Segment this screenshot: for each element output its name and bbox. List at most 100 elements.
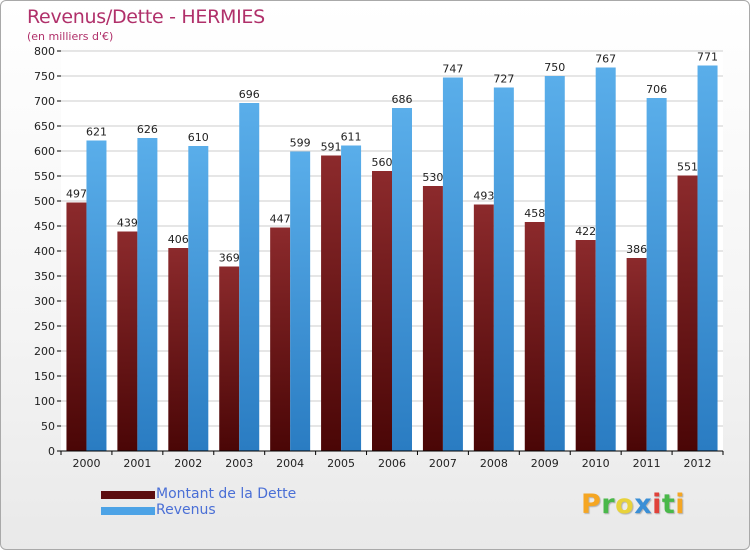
bar-debt	[626, 258, 647, 451]
x-tick-label: 2011	[633, 457, 661, 470]
data-label-debt: 551	[677, 161, 698, 174]
data-label-revenus: 610	[188, 131, 209, 144]
legend-swatch-debt	[101, 491, 155, 499]
logo-letter: o	[615, 489, 635, 520]
bar-debt	[66, 202, 87, 451]
bar-revenus	[493, 87, 514, 451]
y-tick-label: 600	[34, 145, 55, 158]
data-label-debt: 386	[626, 243, 647, 256]
data-label-debt: 560	[372, 156, 393, 169]
x-tick-label: 2005	[327, 457, 355, 470]
x-tick-label: 2001	[123, 457, 151, 470]
y-tick-label: 400	[34, 245, 55, 258]
bar-revenus	[290, 151, 311, 451]
legend-swatch-revenus	[101, 507, 155, 515]
y-axis-ticks: 0 50 100 150 200 250 300 350 400 450 500 550 600 650 7…	[34, 45, 61, 458]
data-label-revenus: 621	[86, 126, 107, 139]
x-tick-label: 2003	[225, 457, 253, 470]
y-tick-label: 50	[41, 420, 55, 433]
y-tick-label: 450	[34, 220, 55, 233]
bar-debt	[372, 171, 392, 451]
bar-revenus	[86, 140, 107, 451]
data-label-debt: 422	[575, 225, 596, 238]
bar-debt	[117, 231, 138, 451]
y-tick-label: 700	[34, 95, 55, 108]
data-label-debt: 458	[524, 207, 545, 220]
bar-debt	[473, 204, 494, 451]
data-label-revenus: 750	[544, 61, 565, 74]
data-label-revenus: 767	[595, 53, 616, 66]
bar-revenus	[188, 146, 209, 451]
bar-debt	[219, 266, 240, 451]
x-tick-label: 2012	[684, 457, 712, 470]
data-label-revenus: 626	[137, 123, 158, 136]
bar-revenus	[595, 67, 616, 451]
y-tick-label: 350	[34, 270, 55, 283]
y-tick-label: 100	[34, 395, 55, 408]
x-tick-label: 2004	[276, 457, 304, 470]
bar-debt	[422, 186, 443, 451]
logo-letter: P	[581, 489, 602, 520]
bar-revenus	[239, 103, 260, 451]
x-tick-label: 2006	[378, 457, 406, 470]
y-tick-label: 250	[34, 320, 55, 333]
data-label-debt: 530	[422, 171, 443, 184]
y-tick-label: 0	[48, 445, 55, 458]
logo-letter: t	[661, 489, 676, 520]
logo-letter: i	[652, 489, 662, 520]
y-tick-label: 150	[34, 370, 55, 383]
data-label-debt: 406	[168, 233, 189, 246]
y-tick-label: 750	[34, 70, 55, 83]
x-axis-ticks: 2000 2001 2002 2003 2004 2005 2006 2007 2008 2009…	[60, 451, 724, 470]
data-label-debt: 591	[321, 141, 342, 154]
data-label-revenus: 686	[392, 93, 413, 106]
data-label-revenus: 727	[493, 73, 514, 86]
chart-title: Revenus/Dette - HERMIES	[27, 6, 265, 28]
y-tick-label: 300	[34, 295, 55, 308]
data-label-revenus: 599	[290, 137, 311, 150]
bar-debt	[575, 240, 596, 451]
bar-revenus	[442, 77, 463, 451]
bar-debt	[168, 248, 189, 451]
x-tick-label: 2002	[174, 457, 202, 470]
bar-revenus	[341, 145, 362, 451]
data-label-debt: 493	[473, 190, 494, 203]
logo-letter: i	[675, 489, 686, 520]
data-label-debt: 369	[219, 252, 240, 265]
bar-debt	[524, 222, 545, 451]
bar-revenus	[392, 108, 412, 451]
legend-label-revenus: Revenus	[156, 502, 216, 518]
y-tick-label: 200	[34, 345, 55, 358]
y-tick-label: 650	[34, 120, 55, 133]
x-tick-label: 2009	[531, 457, 559, 470]
data-label-debt: 497	[66, 188, 87, 201]
data-label-revenus: 611	[341, 131, 362, 144]
legend-label-debt: Montant de la Dette	[156, 486, 297, 502]
data-label-revenus: 771	[697, 51, 718, 64]
bar-debt	[677, 175, 698, 451]
logo-letter: x	[634, 489, 653, 520]
data-label-debt: 439	[117, 217, 138, 230]
bar-revenus	[137, 138, 158, 451]
y-tick-label: 550	[34, 170, 55, 183]
x-tick-label: 2000	[72, 457, 100, 470]
data-label-revenus: 747	[442, 63, 463, 76]
chart-subtitle: (en milliers d'€)	[27, 30, 114, 43]
bar-debt	[321, 155, 342, 451]
bar-debt	[270, 227, 291, 451]
y-tick-label: 800	[34, 45, 55, 58]
bar-revenus	[697, 65, 718, 451]
bar-revenus	[646, 98, 667, 451]
data-label-revenus: 696	[239, 88, 260, 101]
x-tick-label: 2008	[480, 457, 508, 470]
x-tick-label: 2007	[429, 457, 457, 470]
data-label-revenus: 706	[646, 83, 667, 96]
bar-revenus	[544, 76, 565, 451]
logo-letter: r	[601, 489, 616, 520]
proxiti-logo: Proxiti	[581, 489, 685, 520]
bars	[66, 65, 718, 451]
data-label-debt: 447	[270, 213, 291, 226]
